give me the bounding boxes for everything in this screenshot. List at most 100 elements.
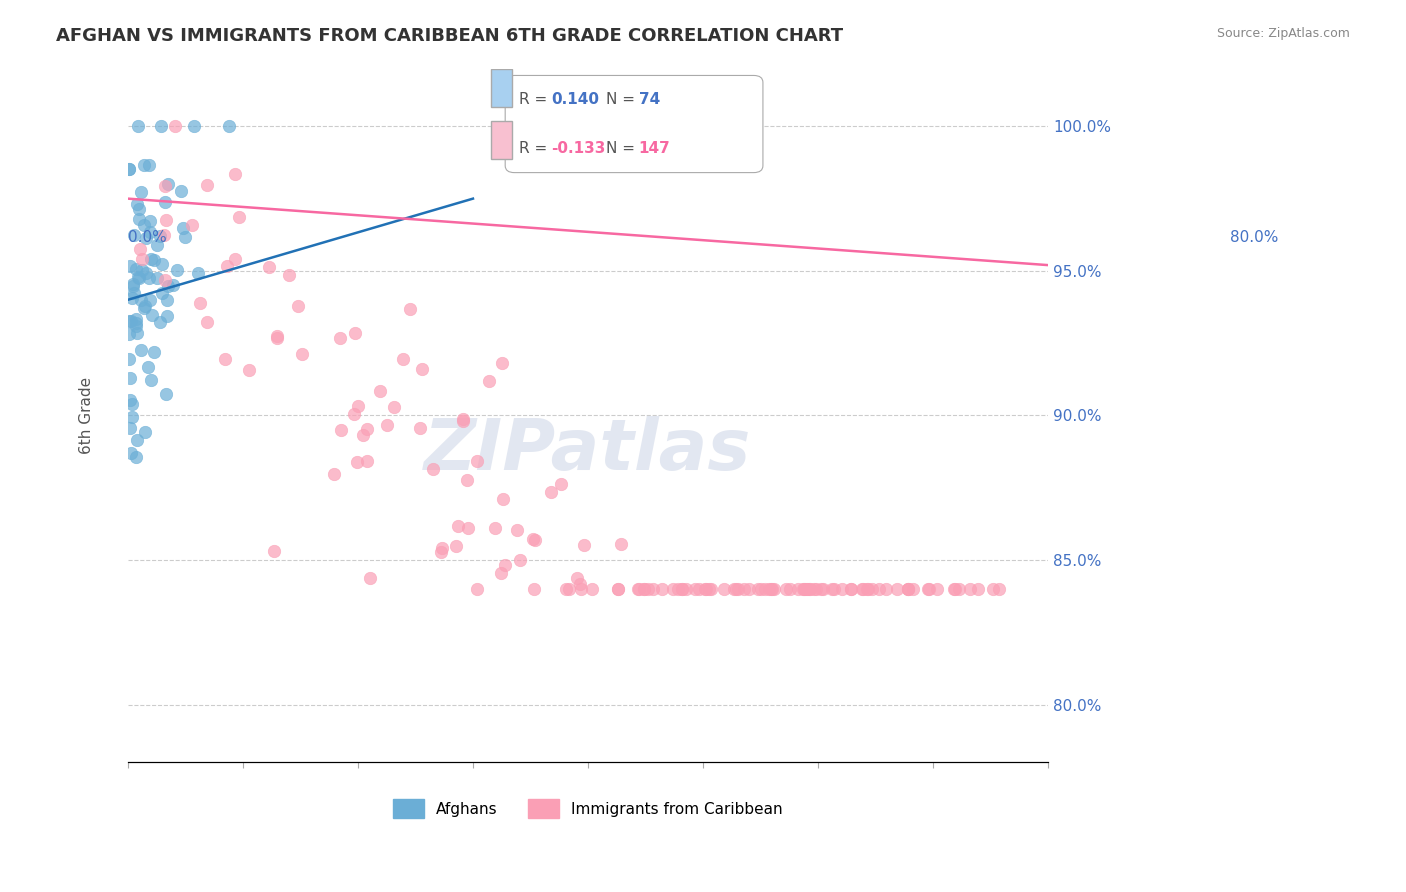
- Point: [851, 582, 873, 596]
- Point: [446, 539, 468, 553]
- Point: [359, 571, 381, 585]
- Point: [447, 519, 470, 533]
- Point: [509, 553, 531, 567]
- Point: [125, 318, 148, 333]
- Point: [224, 252, 246, 266]
- Point: [124, 285, 146, 300]
- Point: [121, 410, 143, 425]
- Point: [145, 238, 167, 252]
- Point: [162, 278, 184, 293]
- Point: [134, 299, 156, 313]
- Point: [138, 293, 160, 307]
- Point: [146, 270, 169, 285]
- Point: [713, 582, 735, 596]
- Point: [451, 412, 474, 426]
- Point: [775, 582, 797, 596]
- Point: [375, 418, 398, 433]
- Point: [675, 582, 697, 596]
- Point: [761, 582, 783, 596]
- Point: [727, 582, 749, 596]
- Point: [155, 213, 177, 227]
- Point: [153, 227, 176, 242]
- Point: [666, 582, 689, 596]
- Point: [492, 492, 515, 507]
- Point: [948, 582, 970, 596]
- Point: [943, 582, 966, 596]
- Point: [266, 331, 288, 345]
- Point: [661, 582, 683, 596]
- Point: [174, 230, 197, 244]
- Point: [699, 582, 721, 596]
- Point: [382, 401, 405, 415]
- Point: [484, 521, 506, 535]
- Point: [803, 582, 825, 596]
- Point: [628, 582, 651, 596]
- Point: [150, 257, 173, 271]
- Point: [733, 582, 755, 596]
- Point: [156, 309, 179, 323]
- Point: [129, 293, 152, 307]
- Point: [118, 314, 141, 328]
- Point: [139, 225, 162, 239]
- Point: [643, 582, 665, 596]
- Point: [122, 227, 145, 242]
- Point: [148, 229, 170, 244]
- Point: [121, 291, 143, 305]
- Point: [799, 582, 821, 596]
- Text: R =: R =: [519, 141, 553, 156]
- Text: 0.140: 0.140: [551, 92, 599, 107]
- Point: [125, 316, 148, 330]
- Point: [224, 167, 246, 181]
- Point: [139, 214, 162, 228]
- Point: [695, 582, 717, 596]
- Point: [465, 454, 488, 468]
- Point: [183, 120, 205, 134]
- Point: [131, 262, 153, 277]
- Point: [170, 184, 193, 198]
- Point: [121, 277, 143, 292]
- Point: [540, 485, 562, 500]
- Point: [143, 345, 166, 359]
- Point: [291, 346, 314, 360]
- Point: [811, 582, 834, 596]
- Point: [368, 384, 391, 399]
- Point: [823, 582, 845, 596]
- Point: [135, 266, 157, 280]
- Point: [141, 308, 163, 322]
- Point: [330, 423, 353, 437]
- Point: [839, 582, 862, 596]
- Point: [172, 221, 194, 235]
- Point: [897, 582, 920, 596]
- Point: [121, 397, 143, 411]
- Point: [127, 120, 149, 134]
- Point: [856, 582, 879, 596]
- Point: [125, 197, 148, 211]
- Point: [695, 582, 717, 596]
- Point: [465, 582, 488, 596]
- Point: [897, 582, 920, 596]
- Point: [287, 300, 309, 314]
- Point: [277, 268, 299, 282]
- Point: [125, 311, 148, 326]
- Point: [565, 571, 588, 585]
- Text: 74: 74: [638, 92, 659, 107]
- Point: [491, 356, 513, 370]
- Point: [139, 373, 162, 387]
- Point: [568, 576, 591, 591]
- Point: [522, 532, 544, 546]
- Point: [875, 582, 897, 596]
- Text: -0.133: -0.133: [551, 141, 606, 156]
- Point: [917, 582, 939, 596]
- Point: [779, 582, 801, 596]
- Point: [118, 162, 141, 177]
- Point: [139, 252, 162, 266]
- Point: [187, 266, 209, 280]
- Point: [125, 450, 148, 465]
- Text: Source: ZipAtlas.com: Source: ZipAtlas.com: [1216, 27, 1350, 40]
- Point: [897, 582, 920, 596]
- Point: [134, 158, 156, 172]
- Point: [266, 329, 288, 343]
- Point: [688, 582, 710, 596]
- Point: [132, 301, 155, 315]
- Point: [157, 177, 180, 191]
